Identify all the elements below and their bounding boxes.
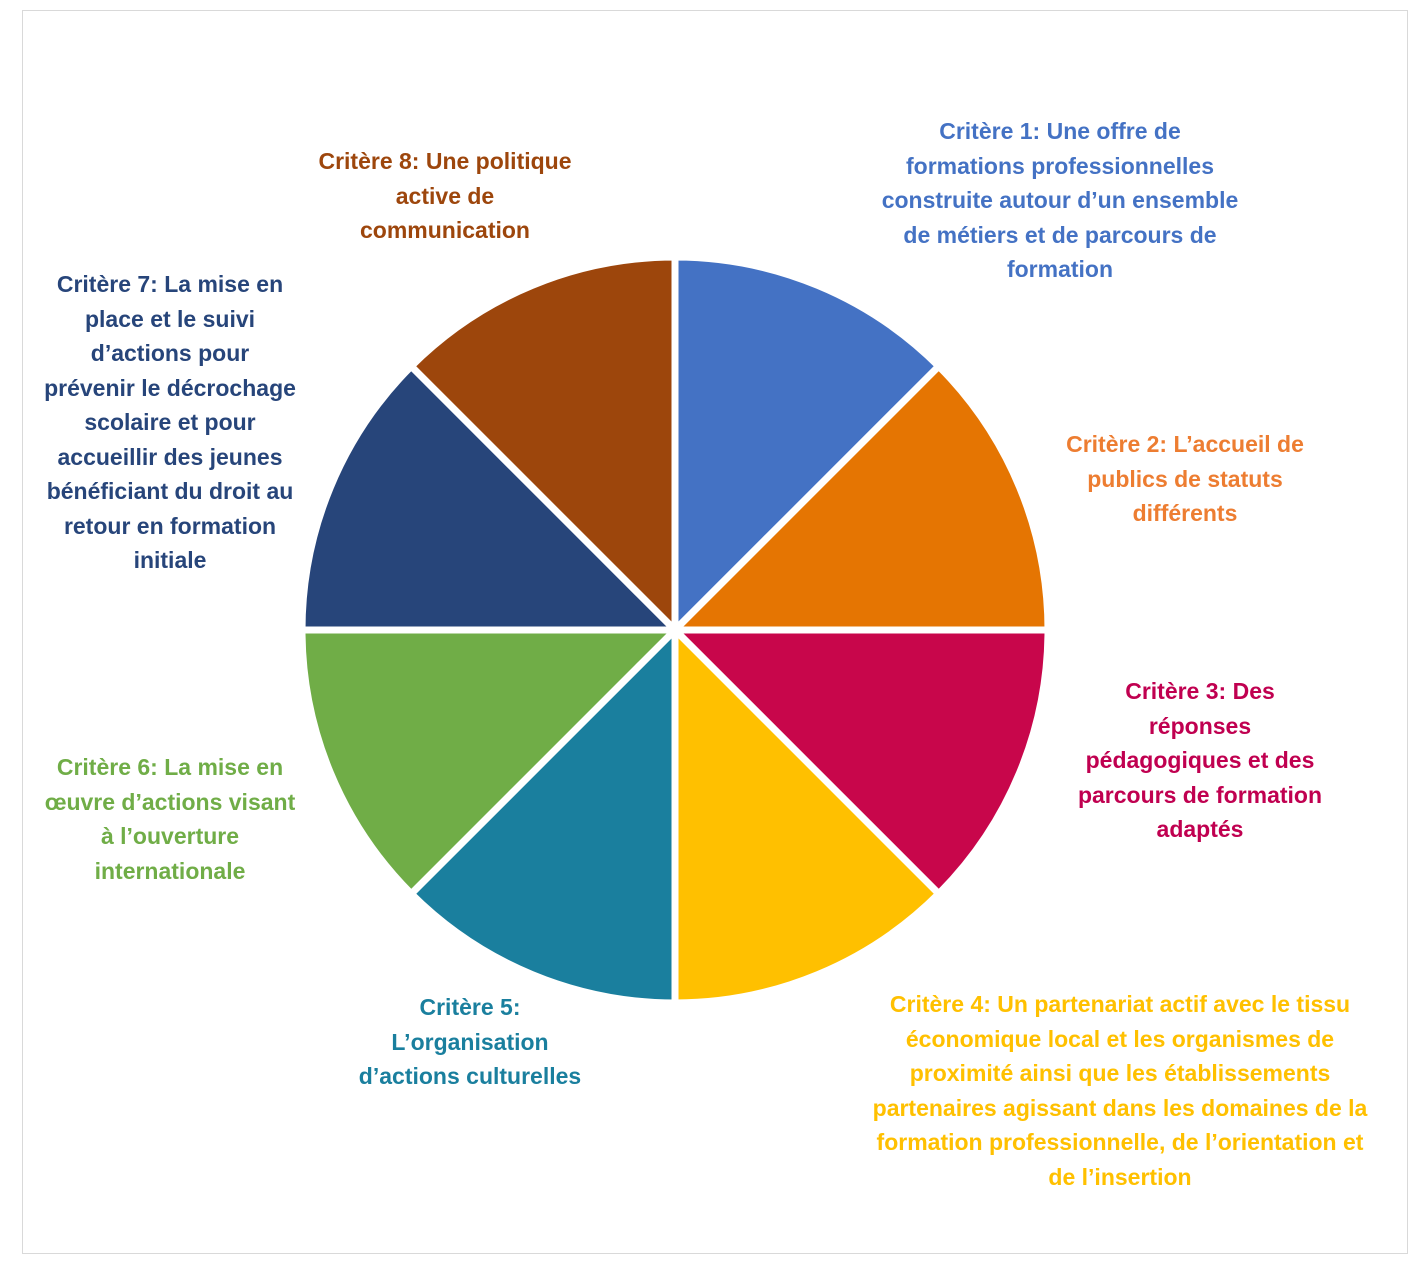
pie-slice-6	[298, 626, 679, 898]
slice-label-7: Critère 7: La mise en place et le suivi …	[44, 271, 296, 573]
slice-label-3: Critère 3: Des réponses pédagogiques et …	[1077, 678, 1323, 842]
pie-slice-8	[407, 253, 679, 634]
slice-label-2: Critère 2: L’accueil de publics de statu…	[1066, 431, 1304, 526]
slice-label-4: Critère 4: Un partenariat actif avec le …	[872, 991, 1368, 1190]
slice-label-1: Critère 1: Une offre de formations profe…	[881, 118, 1239, 282]
pie-slice-1	[671, 253, 943, 634]
pie-slice-4	[671, 626, 943, 1007]
pie-slice-2	[671, 362, 1052, 634]
pie-slice-5	[407, 626, 679, 1007]
pie-slice-7	[298, 362, 679, 634]
slice-label-8: Critère 8: Une politique active de commu…	[318, 148, 572, 243]
pie-slice-3	[671, 626, 1052, 898]
slice-label-6: Critère 6: La mise en œuvre d’actions vi…	[44, 754, 296, 884]
slice-label-5: Critère 5: L’organisation d’actions cult…	[358, 994, 582, 1089]
